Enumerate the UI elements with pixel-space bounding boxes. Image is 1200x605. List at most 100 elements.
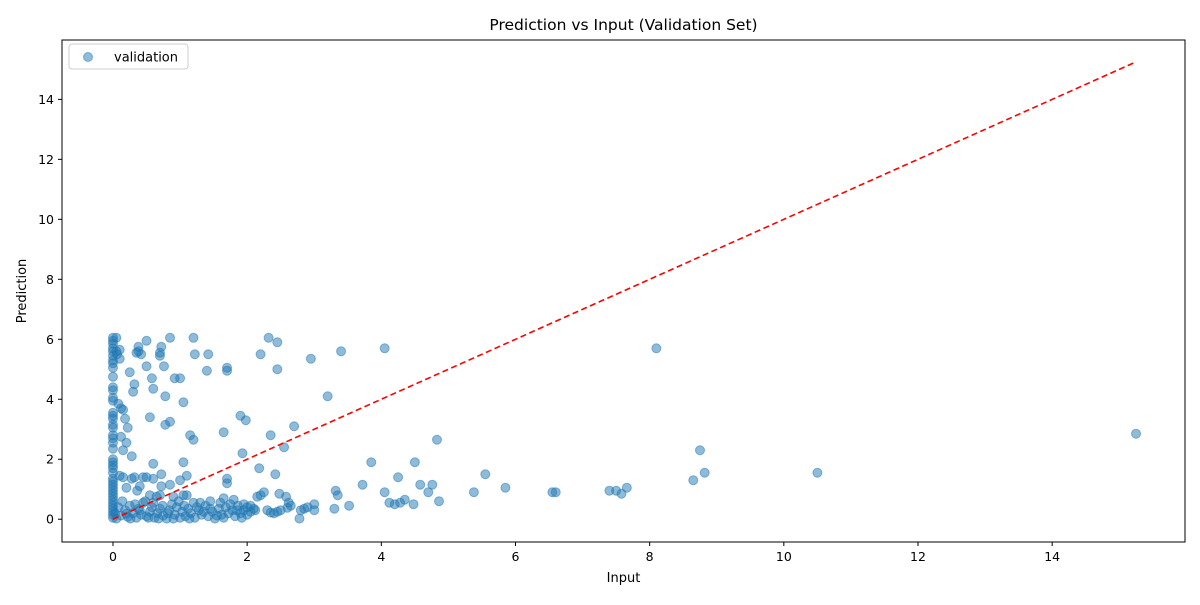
x-tick-label: 4 bbox=[377, 549, 385, 564]
x-tick-label: 12 bbox=[910, 549, 926, 564]
scatter-point bbox=[126, 451, 137, 462]
x-tick-label: 2 bbox=[243, 549, 251, 564]
reference-line bbox=[112, 61, 1137, 520]
scatter-point bbox=[468, 487, 479, 498]
scatter-point bbox=[144, 412, 155, 423]
y-tick-label: 8 bbox=[46, 272, 54, 287]
scatter-point bbox=[218, 427, 229, 438]
scatter-point bbox=[379, 343, 390, 354]
scatter-point bbox=[201, 365, 212, 376]
x-tick-label: 10 bbox=[776, 549, 792, 564]
scatter-point bbox=[205, 503, 216, 514]
scatter-point bbox=[222, 478, 233, 489]
scatter-point bbox=[118, 472, 129, 483]
scatter-point bbox=[165, 416, 176, 427]
scatter-point bbox=[621, 482, 632, 493]
y-tick-label: 6 bbox=[46, 332, 54, 347]
scatter-point bbox=[289, 421, 300, 432]
scatter-point bbox=[688, 475, 699, 486]
x-tick-label: 6 bbox=[512, 549, 520, 564]
scatter-point bbox=[254, 463, 265, 474]
scatter-point bbox=[160, 391, 171, 402]
axis-ticks: 0 2 4 6 8 10 12 14 0 2 4 6 8 10 12 14 bbox=[38, 92, 1060, 564]
scatter-point bbox=[332, 490, 343, 501]
scatter-point bbox=[329, 503, 340, 514]
scatter-point bbox=[409, 457, 420, 468]
scatter-point bbox=[124, 367, 135, 378]
scatter-point bbox=[118, 404, 129, 415]
legend: validation bbox=[68, 43, 189, 70]
scatter-point bbox=[175, 373, 186, 384]
scatter-point bbox=[168, 513, 179, 524]
scatter-point bbox=[222, 365, 233, 376]
plot-frame bbox=[61, 39, 1186, 543]
y-tick-label: 12 bbox=[38, 152, 54, 167]
chart-title: Prediction vs Input (Validation Set) bbox=[489, 16, 757, 34]
scatter-point bbox=[134, 505, 145, 516]
scatter-point bbox=[141, 361, 152, 372]
x-tick-label: 14 bbox=[1044, 549, 1060, 564]
scatter-point bbox=[651, 343, 662, 354]
scatter-point bbox=[415, 479, 426, 490]
scatter-point bbox=[500, 482, 511, 493]
scatter-point bbox=[309, 505, 320, 516]
scatter-point bbox=[272, 364, 283, 375]
scatter-point bbox=[129, 472, 140, 483]
scatter-point bbox=[157, 500, 168, 511]
scatter-point bbox=[294, 513, 305, 524]
y-tick-label: 10 bbox=[38, 212, 54, 227]
scatter-point bbox=[140, 496, 151, 507]
scatter-point bbox=[153, 513, 164, 524]
scatter-point bbox=[114, 353, 125, 364]
scatter-point bbox=[156, 481, 167, 492]
scatter-point bbox=[136, 349, 147, 360]
scatter-point bbox=[258, 487, 269, 498]
scatter-point bbox=[480, 469, 491, 480]
scatter-point bbox=[148, 458, 159, 469]
scatter-point bbox=[237, 448, 248, 459]
scatter-point bbox=[121, 482, 132, 493]
x-axis-title: Input bbox=[607, 571, 641, 586]
scatter-point bbox=[188, 332, 199, 343]
scatter-point bbox=[299, 503, 310, 514]
scatter-point bbox=[184, 513, 195, 524]
scatter-point bbox=[203, 349, 214, 360]
scatter-point bbox=[134, 481, 145, 492]
scatter-point bbox=[178, 457, 189, 468]
scatter-point bbox=[263, 332, 274, 343]
y-tick-label: 14 bbox=[38, 92, 54, 107]
scatter-point bbox=[432, 434, 442, 445]
y-tick-label: 4 bbox=[46, 392, 54, 407]
scatter-point bbox=[236, 512, 247, 523]
scatter-point bbox=[357, 479, 368, 490]
scatter-point bbox=[156, 469, 167, 480]
y-axis-title: Prediction bbox=[15, 259, 30, 324]
scatter-point bbox=[175, 475, 186, 486]
scatter-point bbox=[122, 422, 133, 433]
scatter-point bbox=[550, 487, 561, 498]
scatter-point bbox=[423, 487, 434, 498]
scatter-point bbox=[427, 479, 438, 490]
scatter-point bbox=[111, 332, 122, 343]
scatter-point bbox=[305, 353, 316, 364]
y-tick-label: 2 bbox=[46, 452, 54, 467]
scatter-point bbox=[336, 346, 347, 357]
scatter-point bbox=[181, 490, 192, 501]
scatter-point bbox=[272, 337, 283, 348]
scatter-point bbox=[178, 397, 189, 408]
scatter-point bbox=[366, 457, 377, 468]
scatter-point bbox=[179, 500, 190, 511]
scatter-point bbox=[107, 371, 118, 382]
scatter-point bbox=[270, 469, 281, 480]
scatter-point bbox=[188, 434, 199, 445]
scatter-point bbox=[141, 335, 152, 346]
scatter-point bbox=[165, 479, 176, 490]
scatter-point bbox=[322, 391, 333, 402]
scatter-point bbox=[255, 349, 266, 360]
scatter-point bbox=[156, 341, 167, 352]
legend-label: validation bbox=[114, 51, 178, 66]
scatter-point bbox=[146, 373, 157, 384]
scatter-point bbox=[265, 430, 276, 441]
